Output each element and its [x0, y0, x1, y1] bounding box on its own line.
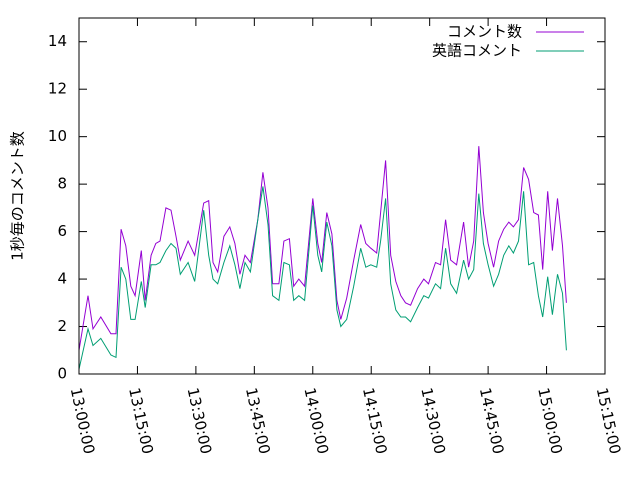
- x-tick-label: 13:00:00: [67, 386, 99, 456]
- legend-label: コメント数: [447, 23, 522, 41]
- y-tick-label: 0: [57, 365, 67, 383]
- legend-label: 英語コメント: [432, 42, 522, 60]
- x-tick-label: 15:15:00: [593, 386, 625, 456]
- y-tick-label: 12: [48, 80, 67, 98]
- x-tick-label: 13:15:00: [125, 386, 157, 456]
- series-line: [78, 186, 567, 370]
- x-tick-label: 14:15:00: [359, 386, 391, 456]
- x-tick-label: 14:00:00: [300, 386, 332, 456]
- y-tick-label: 6: [57, 222, 67, 240]
- plot-border: [78, 17, 606, 375]
- y-tick-label: 4: [57, 270, 67, 288]
- x-tick-label: 14:45:00: [476, 386, 508, 456]
- y-tick-label: 14: [48, 32, 67, 50]
- x-tick-label: 13:45:00: [242, 386, 274, 456]
- x-tick-label: 15:00:00: [534, 386, 566, 456]
- series-line: [78, 146, 567, 351]
- x-tick-label: 14:30:00: [417, 386, 449, 456]
- y-tick-label: 10: [48, 127, 67, 145]
- y-tick-label: 2: [57, 317, 67, 335]
- y-tick-label: 8: [57, 175, 67, 193]
- y-axis-label: 1秒毎のコメント数: [9, 131, 27, 261]
- x-tick-label: 13:30:00: [184, 386, 216, 456]
